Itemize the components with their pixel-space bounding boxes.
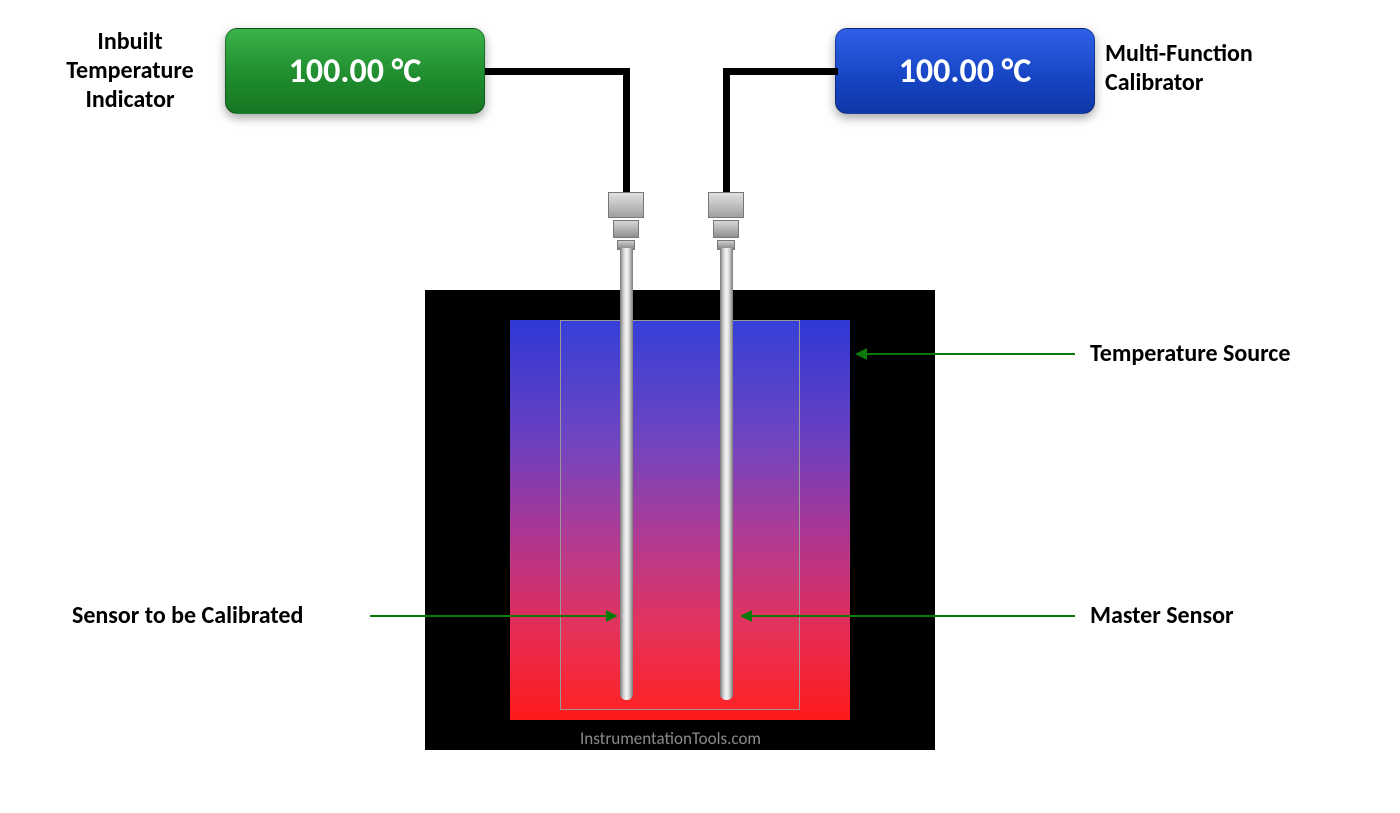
label-temperature-source: Temperature Source: [1090, 340, 1290, 369]
calibrator-display: 100.00 °C: [835, 28, 1095, 114]
arrow-head-temp-source: [855, 348, 867, 360]
wire-right-horizontal: [723, 68, 838, 75]
probe-chamber-outline: [560, 320, 800, 710]
fitting-nut-icon: [613, 220, 639, 238]
calibrator-value: 100.00 °C: [899, 51, 1032, 92]
fitting-right: [708, 192, 744, 250]
fitting-hex-icon: [608, 192, 644, 218]
fitting-nut-icon: [713, 220, 739, 238]
arrow-head-master-sensor: [740, 610, 752, 622]
label-master-sensor: Master Sensor: [1090, 602, 1234, 631]
arrow-temp-source: [867, 353, 1075, 355]
arrow-master-sensor: [752, 615, 1075, 617]
probe-master-sensor: [720, 248, 733, 700]
fitting-hex-icon: [708, 192, 744, 218]
arrow-sensor-calibrated: [370, 615, 606, 617]
fitting-left: [608, 192, 644, 250]
diagram-canvas: Inbuilt Temperature Indicator 100.00 °C …: [0, 0, 1400, 813]
wire-right-vertical: [723, 68, 730, 194]
wire-left-horizontal: [485, 68, 630, 75]
arrow-head-sensor-calibrated: [606, 610, 618, 622]
probe-sensor-to-calibrate: [620, 248, 633, 700]
label-inbuilt-indicator: Inbuilt Temperature Indicator: [40, 28, 220, 114]
inbuilt-indicator-display: 100.00 °C: [225, 28, 485, 114]
label-sensor-calibrated: Sensor to be Calibrated: [72, 602, 303, 631]
inbuilt-indicator-value: 100.00 °C: [289, 51, 422, 92]
label-multi-calibrator: Multi-Function Calibrator: [1105, 40, 1365, 98]
watermark-text: InstrumentationTools.com: [580, 728, 761, 749]
wire-left-vertical: [623, 68, 630, 194]
